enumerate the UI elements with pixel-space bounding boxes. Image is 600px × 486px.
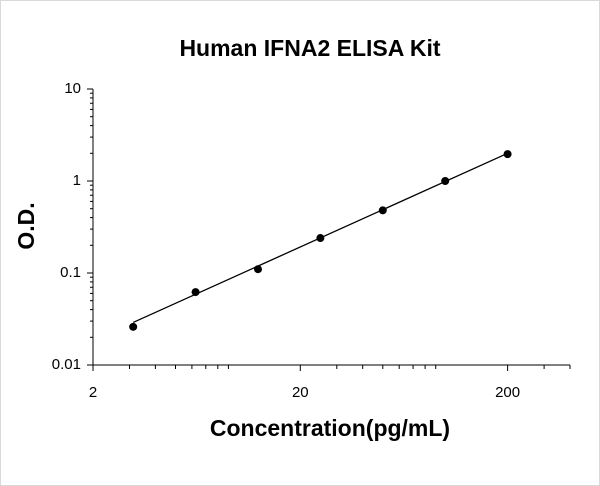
x-axis-label: Concentration(pg/mL)	[210, 415, 450, 441]
y-axis-label: O.D.	[13, 202, 39, 249]
y-tick-label: 0.01	[52, 356, 81, 373]
y-tick-label: 1	[73, 172, 81, 189]
data-point	[316, 234, 325, 243]
chart-title: Human IFNA2 ELISA Kit	[179, 35, 440, 61]
data-point	[441, 177, 450, 185]
data-point	[129, 322, 138, 331]
x-tick-label: 20	[292, 384, 309, 401]
y-tick-label: 10	[64, 80, 81, 97]
data-point	[503, 150, 512, 159]
data-point	[191, 288, 200, 297]
x-tick-label: 200	[495, 384, 520, 401]
y-tick-label: 0.1	[60, 264, 81, 281]
x-tick-label: 2	[89, 384, 97, 401]
data-point	[378, 206, 387, 215]
data-point	[253, 265, 262, 274]
